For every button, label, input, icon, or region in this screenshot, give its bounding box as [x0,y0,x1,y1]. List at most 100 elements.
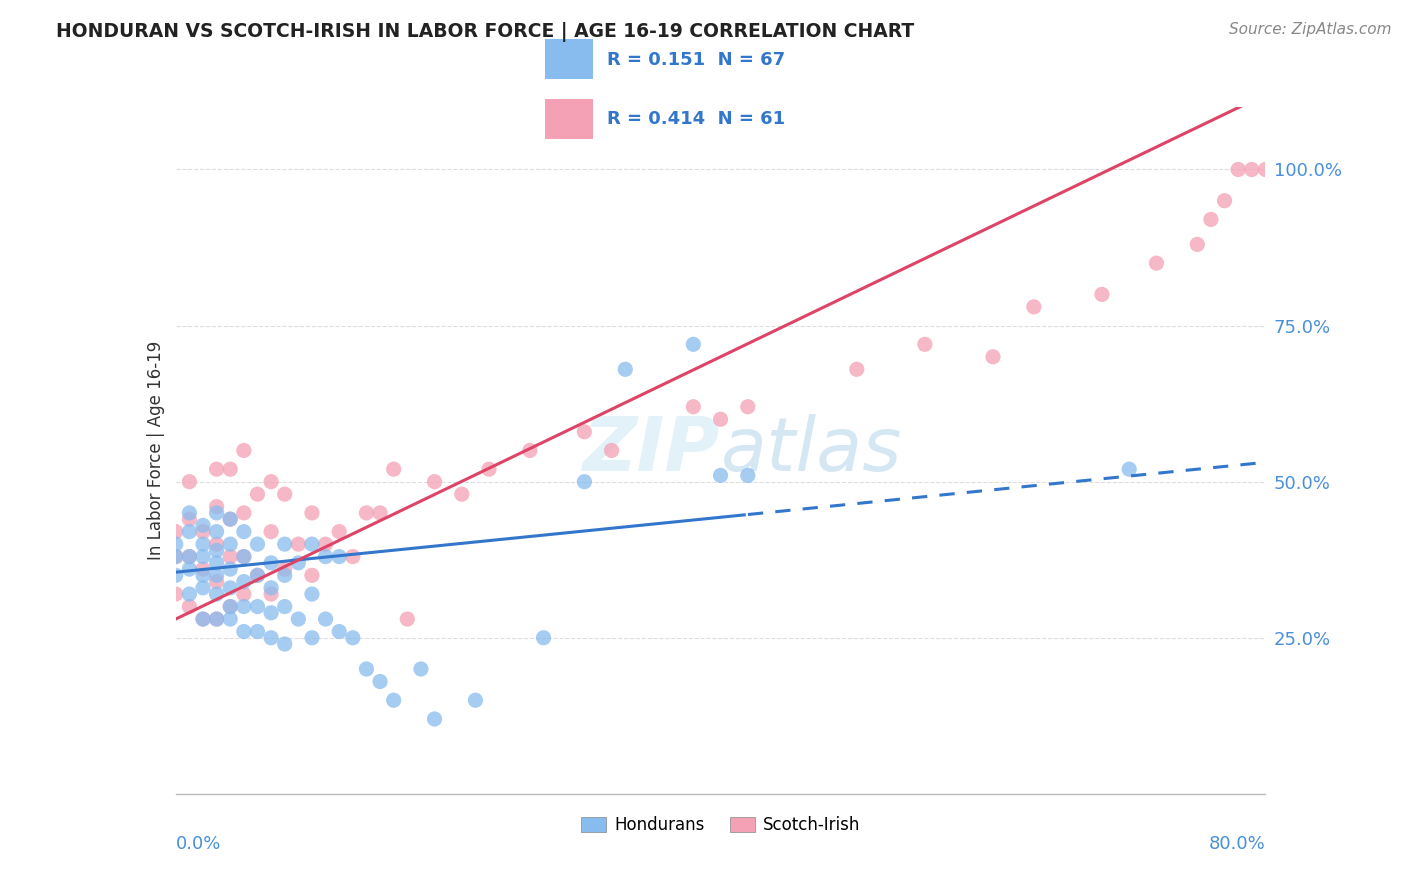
Point [179,475,201,489]
Point [219,549,242,564]
Point [232,506,254,520]
Point [191,537,214,551]
Point [179,506,201,520]
Point [600,443,623,458]
Point [478,462,501,476]
Point [1199,212,1222,227]
Point [368,674,391,689]
Y-axis label: In Labor Force | Age 16-19: In Labor Force | Age 16-19 [146,341,165,560]
Point [165,537,187,551]
Point [205,500,228,514]
Point [574,475,596,489]
Point [464,693,486,707]
Text: Source: ZipAtlas.com: Source: ZipAtlas.com [1229,22,1392,37]
Point [165,568,187,582]
Point [737,468,759,483]
Point [246,568,269,582]
Point [260,606,283,620]
Point [165,549,187,564]
Point [274,562,297,576]
Point [191,612,214,626]
Point [246,568,269,582]
Point [232,549,254,564]
Point [328,524,350,539]
Point [179,587,201,601]
Text: R = 0.414  N = 61: R = 0.414 N = 61 [607,111,786,128]
Point [533,631,555,645]
Point [246,624,269,639]
Point [368,506,391,520]
Point [315,612,337,626]
Point [219,612,242,626]
Point [315,537,337,551]
Point [219,537,242,551]
Point [246,487,269,501]
Point [246,599,269,614]
Point [219,462,242,476]
Point [287,612,309,626]
Point [191,612,214,626]
Point [205,574,228,589]
Point [232,524,254,539]
Point [205,612,228,626]
Point [301,587,323,601]
Point [260,524,283,539]
Point [179,512,201,526]
Point [1187,237,1209,252]
Text: ZIP: ZIP [583,414,721,487]
Point [219,599,242,614]
Point [315,549,337,564]
Point [191,518,214,533]
Point [914,337,936,351]
Point [165,587,187,601]
Point [396,612,419,626]
Point [1091,287,1114,301]
Point [301,537,323,551]
Point [287,537,309,551]
Point [710,412,733,426]
Point [165,524,187,539]
Point [179,562,201,576]
Point [423,712,446,726]
Point [356,506,378,520]
Point [737,400,759,414]
Point [179,599,201,614]
Point [191,568,214,582]
Point [328,624,350,639]
Bar [546,99,593,139]
Point [232,599,254,614]
Text: atlas: atlas [721,415,903,486]
Point [342,549,364,564]
Point [232,624,254,639]
Point [205,543,228,558]
Text: 0.0%: 0.0% [176,835,221,853]
Point [205,568,228,582]
Point [205,556,228,570]
Point [232,587,254,601]
Point [1144,256,1167,270]
Point [260,475,283,489]
Point [342,631,364,645]
Point [287,556,309,570]
Point [682,337,704,351]
Point [301,568,323,582]
Point [260,581,283,595]
Point [1227,162,1250,177]
Point [179,549,201,564]
Legend: Hondurans, Scotch-Irish: Hondurans, Scotch-Irish [574,809,868,840]
Point [1022,300,1045,314]
Point [274,599,297,614]
Point [301,631,323,645]
Point [845,362,868,376]
Point [301,506,323,520]
Point [274,568,297,582]
Point [232,574,254,589]
Point [574,425,596,439]
Point [219,512,242,526]
Point [191,562,214,576]
Point [328,549,350,564]
Point [179,524,201,539]
Point [1213,194,1236,208]
Text: 80.0%: 80.0% [1209,835,1265,853]
Point [205,537,228,551]
